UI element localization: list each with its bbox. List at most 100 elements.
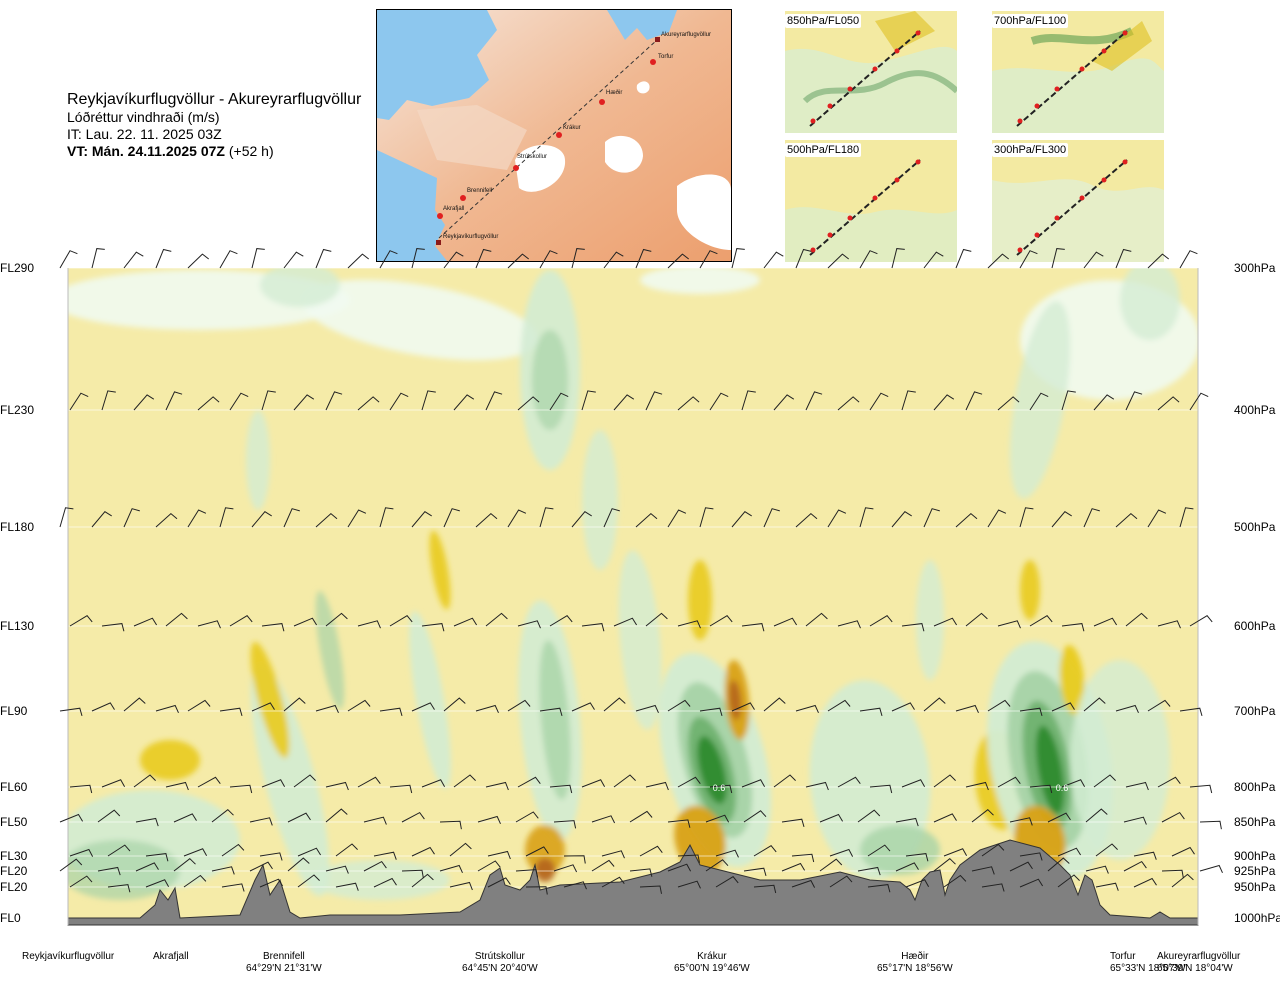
- wind-barb: [517, 776, 541, 788]
- wind-barb: [933, 617, 958, 627]
- wind-field-contour: [315, 590, 345, 710]
- wind-barb: [859, 707, 883, 717]
- wind-barb: [1115, 248, 1132, 269]
- wind-barb: [891, 511, 912, 528]
- map-label-reykjavik: Reykjavíkurflugvöllur: [443, 234, 498, 240]
- map-label-akureyri: Akureyrarflugvöllur: [661, 32, 711, 38]
- wind-barb: [699, 507, 714, 528]
- wind-barb: [1161, 869, 1184, 879]
- wind-barb: [335, 882, 359, 891]
- map-label-brennifell: Brennifell: [467, 188, 492, 194]
- wind-barb: [1083, 251, 1104, 269]
- wind-barb: [293, 617, 318, 627]
- wind-barb: [795, 704, 819, 714]
- wind-barb: [829, 875, 853, 888]
- wind-barb: [781, 862, 806, 872]
- wind-barb: [135, 862, 159, 872]
- glacier-1: [515, 144, 566, 192]
- hpa-tick-label: 925hPa: [1234, 864, 1276, 878]
- wind-barb: [219, 507, 234, 528]
- bay-north: [377, 10, 497, 120]
- wind-field-contour: [860, 825, 940, 875]
- wind-barb: [699, 250, 718, 269]
- wind-barb: [715, 849, 739, 858]
- wind-barb: [1083, 508, 1100, 528]
- wind-barb: [1095, 882, 1119, 891]
- wind-barb: [165, 391, 183, 411]
- map-label-haedir: Hæðir: [606, 89, 622, 96]
- wind-barb: [705, 814, 730, 823]
- wind-field-contour: [582, 430, 618, 570]
- wind-barb: [325, 808, 348, 823]
- wind-barb: [1051, 702, 1075, 712]
- wind-barb: [987, 509, 1007, 528]
- wind-barb: [1029, 784, 1053, 794]
- wind-barb: [421, 623, 445, 632]
- wind-barb: [475, 704, 499, 714]
- wind-barb: [123, 697, 146, 712]
- wind-barb: [781, 818, 805, 828]
- wind-barb: [165, 612, 188, 627]
- wind-barb: [635, 248, 652, 269]
- wind-barb: [1061, 779, 1086, 788]
- wind-barb: [475, 512, 498, 528]
- wind-barb: [895, 817, 919, 827]
- wind-barb: [283, 251, 304, 269]
- wind-barb: [401, 869, 424, 879]
- wind-barb: [1047, 812, 1071, 823]
- wind-field-contour: [246, 410, 270, 510]
- wind-field-contour: [140, 740, 200, 780]
- wind-barb: [743, 867, 767, 877]
- wind-field-contour: [618, 550, 662, 730]
- wind-barb: [837, 620, 861, 629]
- station-name: Akrafjall: [153, 951, 189, 962]
- title-block: Reykjavíkurflugvöllur - Akureyrarflugvöl…: [67, 90, 361, 160]
- wind-barb: [373, 851, 397, 860]
- wind-barb: [69, 875, 93, 888]
- wind-barb: [965, 612, 988, 627]
- wind-barb: [347, 253, 370, 269]
- wind-barb: [507, 253, 530, 269]
- wind-barb: [923, 251, 944, 269]
- inset-500-svg: [785, 140, 957, 262]
- station-label: Akureyrarflugvöllur 65°39'N 18°04'W: [1157, 951, 1240, 975]
- wind-barb: [677, 776, 701, 788]
- wind-barb: [981, 843, 1005, 857]
- wind-barb: [859, 507, 874, 528]
- wind-barb: [69, 615, 93, 627]
- wind-barb: [1157, 776, 1181, 788]
- wind-barb: [363, 816, 387, 825]
- wind-barb: [69, 848, 94, 857]
- wind-field-contour: [916, 560, 944, 680]
- wind-barb: [421, 390, 436, 411]
- fl-tick-label: FL90: [0, 704, 28, 718]
- wind-barb: [987, 699, 1011, 712]
- station-label: Akrafjall: [153, 951, 189, 963]
- wind-barb: [507, 509, 527, 528]
- wind-barb: [1085, 865, 1109, 874]
- wind-barb: [613, 394, 635, 411]
- station-name: Krákur: [697, 951, 727, 962]
- wind-field-contour: [1120, 268, 1180, 340]
- level-gridlines: [68, 267, 1198, 919]
- wind-barb: [1189, 392, 1209, 411]
- wind-barb: [389, 784, 413, 794]
- contour-value-label: 0.6: [1056, 783, 1069, 793]
- wind-barb: [59, 858, 83, 872]
- wind-barb: [443, 251, 464, 269]
- wind-barb: [219, 250, 238, 269]
- wind-barb: [901, 390, 916, 411]
- wind-barb: [1161, 811, 1185, 823]
- fl-tick-label: FL30: [0, 849, 28, 863]
- wind-barb: [335, 843, 358, 857]
- wind-barb: [581, 390, 596, 411]
- wind-barb: [515, 869, 539, 878]
- wind-barb: [601, 850, 625, 859]
- wind-barb: [59, 813, 84, 823]
- wind-barb: [827, 509, 847, 528]
- wind-barb: [379, 250, 398, 269]
- wind-barb: [379, 707, 403, 717]
- wind-barb: [487, 877, 511, 888]
- wind-barb: [1171, 846, 1195, 857]
- route-line: [438, 39, 658, 239]
